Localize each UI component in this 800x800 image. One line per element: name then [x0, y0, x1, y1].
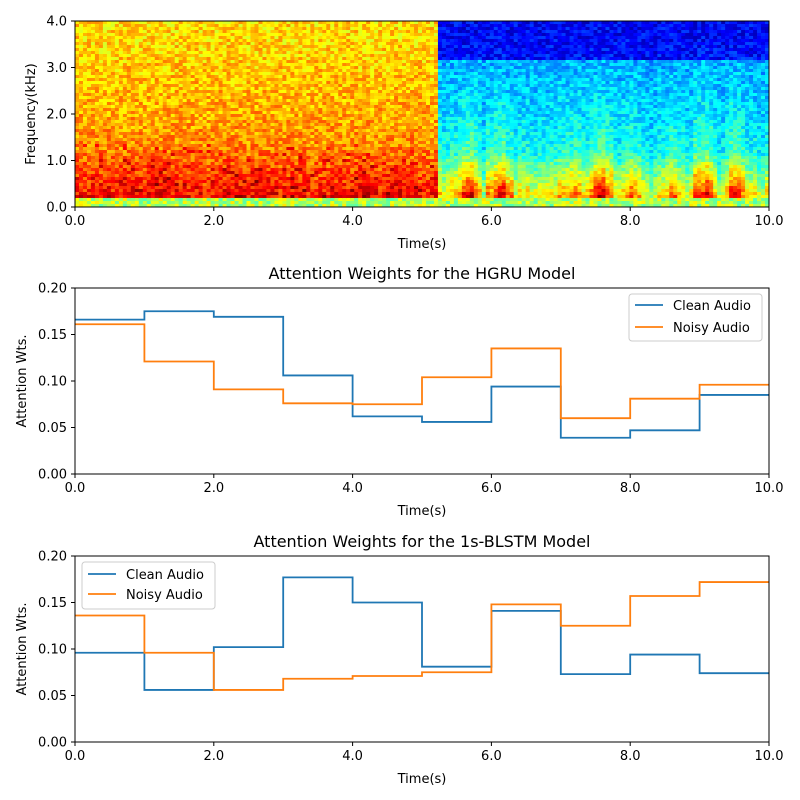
x-tick-label: 8.0 — [620, 214, 641, 229]
spectrogram-image — [75, 21, 769, 207]
y-tick-label: 0.15 — [38, 328, 67, 343]
series-line-clean-audio — [75, 310, 769, 439]
x-tick-label: 0.0 — [65, 749, 86, 764]
y-tick-label: 0.10 — [38, 375, 67, 390]
spectrogram-y-label: Frequency(kHz) — [24, 63, 39, 164]
series-line-noisy-audio — [75, 581, 769, 691]
x-tick-label: 6.0 — [481, 214, 502, 229]
series-line-noisy-audio — [75, 323, 769, 420]
hgru-legend-label-clean: Clean Audio — [673, 299, 751, 314]
blstm-chart-title: Attention Weights for the 1s-BLSTM Model — [254, 532, 591, 551]
x-tick-label: 6.0 — [481, 481, 502, 496]
x-tick-label: 10.0 — [755, 214, 784, 229]
y-tick-label: 0.0 — [46, 201, 67, 216]
hgru-legend-label-noisy: Noisy Audio — [673, 321, 750, 336]
hgru-legend: Clean Audio Noisy Audio — [628, 293, 763, 342]
blstm-panel: Attention Weights for the 1s-BLSTM Model… — [15, 532, 783, 787]
x-tick-label: 6.0 — [481, 749, 502, 764]
blstm-legend-label-noisy: Noisy Audio — [126, 588, 203, 603]
hgru-x-label: Time(s) — [397, 504, 447, 519]
x-tick-label: 10.0 — [755, 481, 784, 496]
y-tick-label: 0.10 — [38, 643, 67, 658]
blstm-series-lines — [75, 576, 769, 691]
x-tick-label: 2.0 — [203, 481, 224, 496]
y-tick-label: 0.20 — [38, 550, 67, 565]
blstm-x-label: Time(s) — [397, 772, 447, 787]
blstm-legend: Clean Audio Noisy Audio — [81, 561, 216, 610]
hgru-y-label: Attention Wts. — [15, 335, 30, 428]
y-tick-label: 0.05 — [38, 689, 67, 704]
hgru-panel: Attention Weights for the HGRU Model 0.0… — [15, 264, 783, 519]
spectrogram-x-label: Time(s) — [397, 237, 447, 252]
blstm-legend-label-clean: Clean Audio — [126, 568, 204, 583]
x-tick-label: 4.0 — [342, 214, 363, 229]
y-tick-label: 0.15 — [38, 596, 67, 611]
x-tick-label: 0.0 — [65, 481, 86, 496]
spectrogram-panel: 0.0 2.0 4.0 6.0 8.0 10.0 0.0 1.0 2.0 3.0 4.0 Time(… — [24, 15, 783, 253]
y-tick-label: 1.0 — [46, 154, 67, 169]
y-tick-label: 3.0 — [46, 61, 67, 76]
y-tick-label: 0.00 — [38, 736, 67, 751]
x-tick-label: 4.0 — [342, 749, 363, 764]
x-tick-label: 8.0 — [620, 481, 641, 496]
hgru-ticks: 0.0 2.0 4.0 6.0 8.0 10.0 0.00 0.05 0.10 0.15 0.20 — [38, 282, 783, 497]
hgru-series-lines — [75, 310, 769, 439]
x-tick-label: 0.0 — [65, 214, 86, 229]
blstm-y-label: Attention Wts. — [15, 603, 30, 696]
spectrogram-ticks: 0.0 2.0 4.0 6.0 8.0 10.0 0.0 1.0 2.0 3.0 4.0 — [46, 15, 783, 230]
x-tick-label: 2.0 — [203, 749, 224, 764]
y-tick-label: 4.0 — [46, 15, 67, 30]
x-tick-label: 4.0 — [342, 481, 363, 496]
y-tick-label: 0.20 — [38, 282, 67, 297]
x-tick-label: 10.0 — [755, 749, 784, 764]
x-tick-label: 2.0 — [203, 214, 224, 229]
y-tick-label: 0.00 — [38, 468, 67, 483]
x-tick-label: 8.0 — [620, 749, 641, 764]
blstm-ticks: 0.0 2.0 4.0 6.0 8.0 10.0 0.00 0.05 0.10 0.15 0.20 — [38, 550, 783, 765]
y-tick-label: 2.0 — [46, 108, 67, 123]
y-tick-label: 0.05 — [38, 421, 67, 436]
hgru-chart-title: Attention Weights for the HGRU Model — [269, 264, 576, 283]
